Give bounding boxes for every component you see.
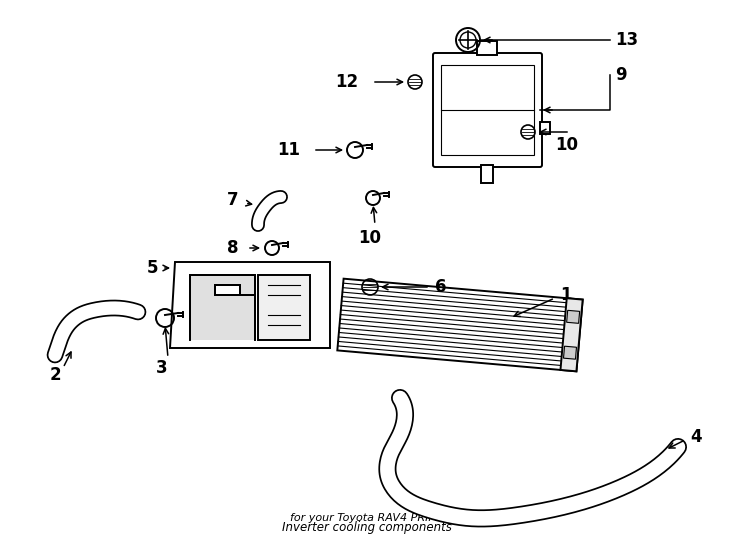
Text: 10: 10 (358, 229, 382, 247)
Bar (477, 41, 497, 55)
Polygon shape (258, 275, 310, 340)
Polygon shape (567, 310, 580, 323)
Polygon shape (190, 275, 255, 340)
Bar (481, 165, 493, 183)
Polygon shape (170, 262, 330, 348)
Text: 6: 6 (435, 278, 446, 296)
Text: 7: 7 (226, 191, 238, 209)
Text: 1: 1 (560, 286, 572, 304)
Text: 12: 12 (335, 73, 358, 91)
Polygon shape (564, 346, 576, 359)
Text: 13: 13 (615, 31, 638, 49)
Bar (441, 65, 534, 155)
Text: Inverter cooling components: Inverter cooling components (282, 522, 452, 535)
Text: 10: 10 (555, 136, 578, 154)
Text: 5: 5 (147, 259, 158, 277)
Text: 8: 8 (227, 239, 238, 257)
Polygon shape (561, 298, 583, 372)
Text: 9: 9 (615, 66, 627, 84)
Text: 4: 4 (690, 428, 702, 446)
Text: for your Toyota RAV4 PRIME: for your Toyota RAV4 PRIME (289, 513, 445, 523)
Text: 11: 11 (277, 141, 300, 159)
FancyBboxPatch shape (433, 53, 542, 167)
Text: 2: 2 (49, 366, 61, 384)
Polygon shape (338, 279, 583, 372)
Text: 3: 3 (156, 359, 168, 377)
Bar (540, 122, 550, 134)
